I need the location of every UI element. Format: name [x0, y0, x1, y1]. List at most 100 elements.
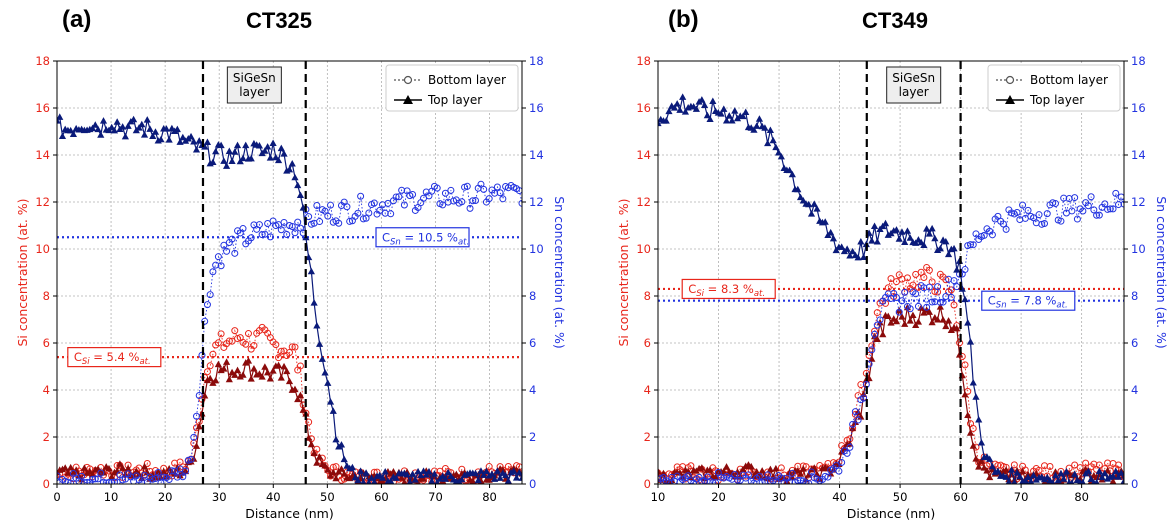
data-point: [750, 472, 758, 480]
series-sn-bottom: [57, 180, 522, 484]
data-point: [91, 121, 99, 128]
y-tick-label-left: 14: [35, 148, 50, 162]
data-point: [277, 226, 285, 234]
data-point: [414, 467, 422, 475]
y-tick-label-right: 6: [1131, 336, 1138, 350]
data-point: [813, 205, 821, 212]
data-point: [496, 474, 504, 481]
data-point: [961, 390, 969, 398]
data-point: [83, 478, 91, 484]
data-point: [731, 107, 739, 114]
data-point: [794, 476, 802, 484]
data-point: [884, 231, 892, 238]
data-point: [343, 203, 351, 211]
data-point: [214, 360, 222, 368]
data-point: [247, 375, 255, 382]
data-point: [934, 283, 942, 291]
data-point: [712, 479, 720, 484]
data-point: [116, 460, 124, 467]
data-point: [764, 139, 772, 147]
data-point: [658, 119, 662, 127]
data-point: [283, 231, 291, 239]
annotation-text: CSi = 8.3 %at.: [688, 282, 765, 299]
data-point: [1071, 470, 1079, 477]
data-point: [296, 391, 305, 399]
legend-label: Bottom layer: [428, 73, 506, 87]
data-point: [458, 198, 466, 206]
data-point: [335, 219, 343, 227]
data-point: [190, 433, 198, 441]
data-point: [964, 411, 972, 419]
data-point: [384, 199, 392, 207]
series-line: [658, 193, 1124, 484]
data-point: [944, 250, 953, 258]
data-point: [233, 141, 242, 149]
data-point: [884, 312, 892, 320]
data-point: [176, 138, 184, 145]
data-point: [195, 137, 203, 144]
data-point: [969, 442, 977, 449]
data-point: [827, 228, 835, 236]
data-point: [679, 93, 687, 100]
y-tick-label-left: 0: [644, 477, 651, 491]
data-point: [764, 471, 772, 479]
data-point: [920, 273, 928, 281]
y-axis-label-right: Sn concentration (at. %): [1154, 196, 1169, 349]
y-tick-label-left: 6: [43, 336, 50, 350]
data-point: [701, 101, 709, 109]
y-tick-label-right: 8: [529, 289, 536, 303]
data-point: [1060, 475, 1068, 482]
data-point: [673, 100, 681, 107]
legend-item: Bottom layer: [996, 73, 1108, 87]
data-point: [944, 317, 953, 324]
data-point: [332, 435, 340, 443]
legend-item: Top layer: [996, 93, 1084, 107]
data-point: [206, 362, 214, 370]
data-point: [722, 463, 731, 470]
data-point: [934, 316, 942, 323]
data-point: [417, 471, 425, 479]
data-point: [1120, 200, 1124, 208]
data-point: [849, 420, 857, 428]
data-point: [201, 143, 209, 150]
region-label-box: [886, 66, 942, 104]
data-point: [370, 199, 378, 207]
data-point: [1002, 473, 1010, 480]
data-point: [988, 231, 996, 239]
data-point: [1079, 207, 1087, 215]
data-point: [807, 210, 816, 217]
y-tick-label-right: 12: [1131, 195, 1146, 209]
data-point: [220, 365, 228, 372]
data-point: [709, 97, 717, 105]
data-point: [499, 195, 507, 203]
data-point: [906, 234, 914, 241]
data-point: [231, 327, 239, 335]
annotation-text: CSn = 7.8 %at.: [988, 294, 1068, 311]
data-point: [324, 212, 332, 220]
data-point: [471, 469, 480, 477]
data-point: [1051, 468, 1060, 475]
data-point: [419, 467, 428, 474]
data-point: [961, 295, 969, 303]
data-point: [296, 191, 305, 199]
data-point: [57, 472, 61, 480]
data-point: [173, 473, 181, 481]
x-tick-label: 30: [212, 490, 227, 504]
data-point: [1049, 199, 1057, 207]
data-point: [477, 467, 485, 474]
data-point: [119, 464, 127, 471]
y-tick-label-right: 14: [529, 148, 544, 162]
data-point: [327, 201, 335, 209]
y-tick-label-right: 6: [529, 336, 536, 350]
data-point: [362, 214, 370, 222]
data-point: [717, 110, 725, 117]
data-point: [1050, 479, 1056, 484]
data-point: [854, 253, 862, 261]
panel-label-b: (b): [668, 6, 699, 33]
data-point: [310, 449, 318, 456]
data-point: [901, 320, 909, 327]
data-point: [203, 368, 211, 376]
data-point: [108, 478, 116, 484]
y-tick-label-left: 2: [644, 430, 651, 444]
data-point: [488, 470, 496, 477]
